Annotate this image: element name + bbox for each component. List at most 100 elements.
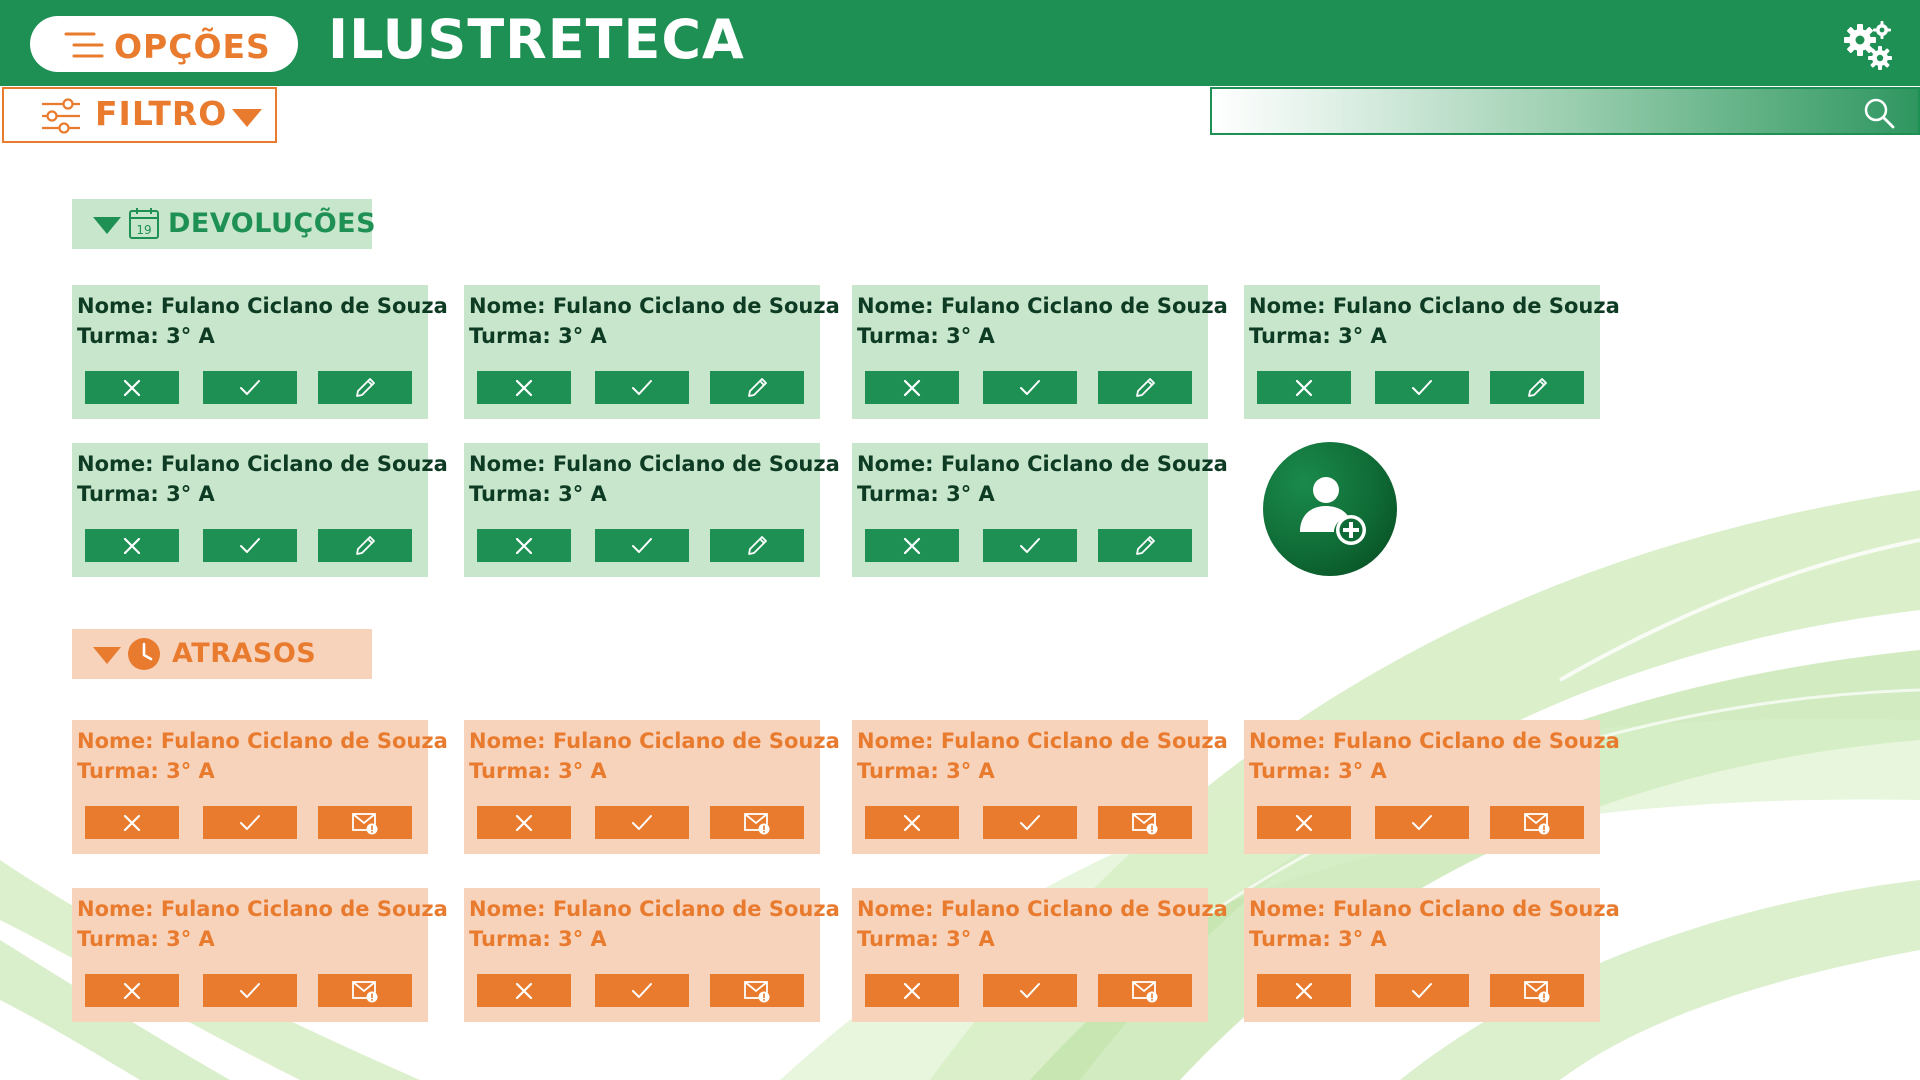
reject-button[interactable]	[477, 974, 571, 1007]
reject-button[interactable]	[85, 529, 179, 562]
devolucoes-section-toggle[interactable]: 19 DEVOLUÇÕES	[72, 199, 376, 249]
card-name: Nome: Fulano Ciclano de Souza	[469, 294, 840, 318]
confirm-button[interactable]	[595, 529, 689, 562]
card-name: Nome: Fulano Ciclano de Souza	[1249, 294, 1620, 318]
send-notice-button[interactable]	[1098, 974, 1192, 1007]
check-icon	[240, 982, 260, 998]
card-class: Turma: 3° A	[857, 482, 995, 506]
search-input[interactable]	[1212, 89, 1852, 133]
sliders-icon	[42, 98, 80, 134]
confirm-button[interactable]	[203, 371, 297, 404]
confirm-button[interactable]	[203, 806, 297, 839]
check-icon	[240, 814, 260, 830]
check-icon	[1412, 982, 1432, 998]
card-name: Nome: Fulano Ciclano de Souza	[1249, 897, 1620, 921]
card-class: Turma: 3° A	[77, 324, 215, 348]
send-notice-button[interactable]	[318, 974, 412, 1007]
card-name: Nome: Fulano Ciclano de Souza	[857, 729, 1228, 753]
devolucao-card: Nome: Fulano Ciclano de Souza Turma: 3° …	[1244, 285, 1620, 419]
send-notice-button[interactable]	[710, 974, 804, 1007]
check-icon	[632, 379, 652, 395]
edit-button[interactable]	[1098, 529, 1192, 562]
reject-button[interactable]	[477, 806, 571, 839]
confirm-button[interactable]	[1375, 806, 1469, 839]
check-icon	[240, 537, 260, 553]
confirm-button[interactable]	[983, 806, 1077, 839]
close-icon	[515, 982, 533, 999]
check-icon	[632, 982, 652, 998]
confirm-button[interactable]	[1375, 974, 1469, 1007]
gears-icon[interactable]	[1838, 20, 1894, 72]
reject-button[interactable]	[865, 529, 959, 562]
options-menu-button[interactable]: OPÇÕES	[30, 16, 298, 72]
edit-button[interactable]	[318, 529, 412, 562]
card-name: Nome: Fulano Ciclano de Souza	[857, 452, 1228, 476]
card-name: Nome: Fulano Ciclano de Souza	[857, 897, 1228, 921]
send-notice-button[interactable]	[1490, 806, 1584, 839]
close-icon	[1295, 814, 1313, 831]
send-notice-button[interactable]	[1490, 974, 1584, 1007]
card-class: Turma: 3° A	[1249, 927, 1387, 951]
confirm-button[interactable]	[595, 371, 689, 404]
add-user-button[interactable]	[1263, 442, 1397, 576]
confirm-button[interactable]	[983, 974, 1077, 1007]
atraso-card: Nome: Fulano Ciclano de Souza Turma: 3° …	[464, 888, 840, 1022]
calendar-icon: 19	[129, 208, 159, 239]
reject-button[interactable]	[85, 974, 179, 1007]
card-name: Nome: Fulano Ciclano de Souza	[469, 897, 840, 921]
card-class: Turma: 3° A	[469, 759, 607, 783]
edit-button[interactable]	[710, 371, 804, 404]
edit-button[interactable]	[318, 371, 412, 404]
mail-alert-icon	[744, 812, 770, 834]
mail-alert-icon	[352, 812, 378, 834]
card-name: Nome: Fulano Ciclano de Souza	[1249, 729, 1620, 753]
pencil-icon	[1136, 377, 1155, 397]
card-class: Turma: 3° A	[469, 324, 607, 348]
reject-button[interactable]	[865, 974, 959, 1007]
confirm-button[interactable]	[983, 529, 1077, 562]
send-notice-button[interactable]	[710, 806, 804, 839]
reject-button[interactable]	[477, 371, 571, 404]
confirm-button[interactable]	[595, 974, 689, 1007]
magnifier-icon[interactable]	[1862, 96, 1896, 130]
close-icon	[515, 379, 533, 396]
confirm-button[interactable]	[203, 974, 297, 1007]
card-name: Nome: Fulano Ciclano de Souza	[469, 729, 840, 753]
atrasos-section-toggle[interactable]: ATRASOS	[72, 629, 372, 679]
close-icon	[123, 537, 141, 554]
filter-button[interactable]: FILTRO	[2, 87, 277, 143]
devolucao-card: Nome: Fulano Ciclano de Souza Turma: 3° …	[852, 443, 1228, 577]
reject-button[interactable]	[1257, 371, 1351, 404]
send-notice-button[interactable]	[1098, 806, 1192, 839]
reject-button[interactable]	[1257, 974, 1351, 1007]
card-class: Turma: 3° A	[1249, 759, 1387, 783]
card-class: Turma: 3° A	[857, 324, 995, 348]
atraso-card: Nome: Fulano Ciclano de Souza Turma: 3° …	[852, 720, 1228, 854]
edit-button[interactable]	[710, 529, 804, 562]
confirm-button[interactable]	[203, 529, 297, 562]
confirm-button[interactable]	[1375, 371, 1469, 404]
send-notice-button[interactable]	[318, 806, 412, 839]
reject-button[interactable]	[1257, 806, 1351, 839]
card-class: Turma: 3° A	[77, 482, 215, 506]
pencil-icon	[1528, 377, 1547, 397]
reject-button[interactable]	[85, 371, 179, 404]
clock-icon	[128, 638, 160, 670]
caret-down-icon	[93, 647, 121, 664]
check-icon	[632, 814, 652, 830]
close-icon	[903, 982, 921, 999]
devolucoes-title: DEVOLUÇÕES	[168, 208, 377, 239]
confirm-button[interactable]	[595, 806, 689, 839]
confirm-button[interactable]	[983, 371, 1077, 404]
reject-button[interactable]	[85, 806, 179, 839]
reject-button[interactable]	[865, 806, 959, 839]
reject-button[interactable]	[477, 529, 571, 562]
close-icon	[515, 814, 533, 831]
edit-button[interactable]	[1098, 371, 1192, 404]
card-class: Turma: 3° A	[77, 927, 215, 951]
card-name: Nome: Fulano Ciclano de Souza	[857, 294, 1228, 318]
reject-button[interactable]	[865, 371, 959, 404]
edit-button[interactable]	[1490, 371, 1584, 404]
mail-alert-icon	[352, 980, 378, 1002]
app-title: ILUSTRETECA	[328, 8, 745, 71]
